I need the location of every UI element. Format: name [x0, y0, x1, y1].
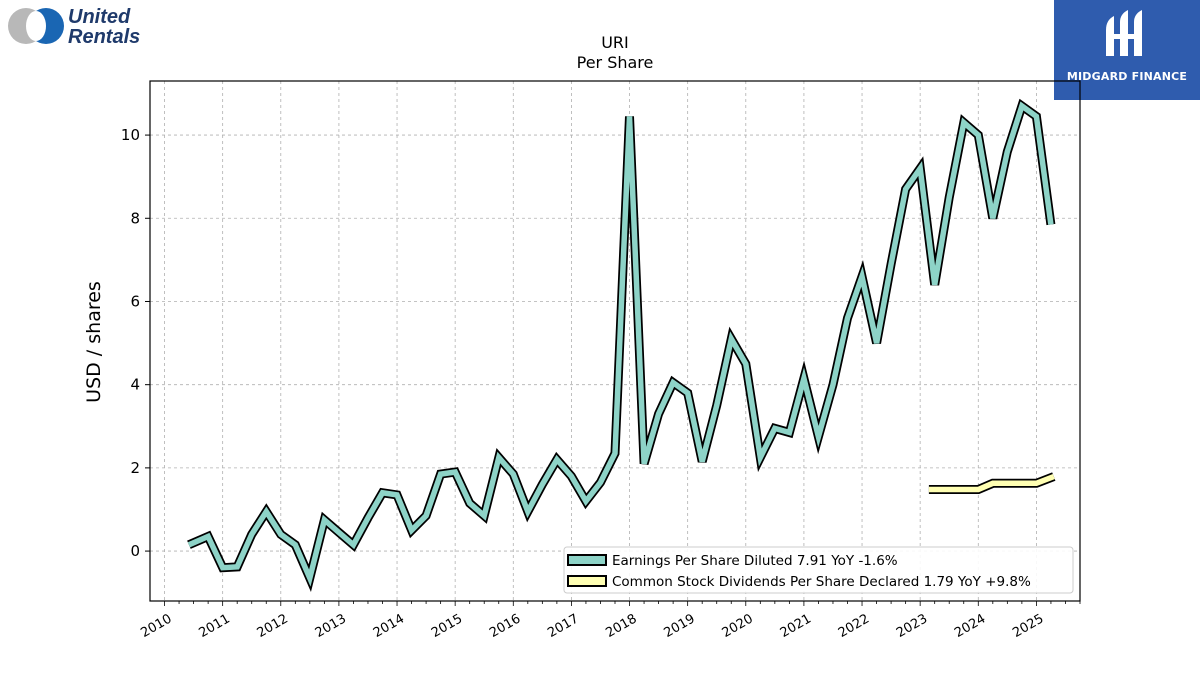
y-tick-label: 2 — [130, 459, 140, 477]
x-tick-label: 2017 — [545, 611, 581, 641]
midgard-finance-text: MIDGARD FINANCE — [1066, 70, 1188, 83]
x-tick-label: 2019 — [661, 611, 697, 641]
y-axis-label: USD / shares — [83, 281, 105, 403]
legend-swatch-0 — [567, 554, 607, 566]
x-tick-label: 2010 — [138, 611, 174, 641]
x-tick-label: 2024 — [952, 611, 988, 641]
midgard-finance-logo: MIDGARD FINANCE — [1054, 0, 1200, 100]
united-rentals-logo: United Rentals — [8, 6, 140, 48]
legend-box — [563, 546, 1074, 594]
x-tick-label: 2022 — [836, 611, 872, 641]
y-tick-label: 4 — [130, 376, 140, 394]
chart-title: URI — [601, 33, 629, 52]
x-tick-label: 2011 — [196, 611, 232, 641]
x-tick-label: 2025 — [1010, 611, 1046, 641]
x-tick-label: 2021 — [778, 611, 814, 641]
legend-label-1: Common Stock Dividends Per Share Declare… — [612, 574, 1031, 590]
logo-text-line2: Rentals — [68, 26, 140, 48]
x-tick-label: 2023 — [894, 611, 930, 641]
legend: Earnings Per Share Diluted 7.91 YoY -1.6… — [563, 546, 1074, 594]
chart-subtitle: Per Share — [577, 53, 654, 72]
x-tick-label: 2018 — [603, 611, 639, 641]
y-tick-label: 10 — [121, 126, 140, 144]
x-tick-label: 2020 — [720, 611, 756, 641]
series-0-line — [187, 101, 1054, 587]
x-tick-label: 2013 — [313, 611, 349, 641]
y-tick-label: 6 — [130, 292, 140, 310]
plot-frame — [149, 80, 1081, 602]
logo-text-line1: United — [68, 6, 131, 28]
midgard-finance-emblem-icon — [1106, 10, 1142, 56]
x-tick-label: 2016 — [487, 611, 523, 641]
series-1-line — [928, 474, 1055, 493]
series-layer — [187, 98, 1056, 593]
x-tick-label: 2014 — [371, 611, 407, 641]
y-tick-label: 8 — [130, 209, 140, 227]
grid — [150, 81, 1080, 601]
legend-label-0: Earnings Per Share Diluted 7.91 YoY -1.6… — [612, 553, 898, 569]
x-tick-label: 2015 — [429, 611, 465, 641]
y-tick-label: 0 — [130, 542, 140, 560]
x-tick-label: 2012 — [255, 611, 291, 641]
legend-swatch-1 — [567, 575, 607, 587]
